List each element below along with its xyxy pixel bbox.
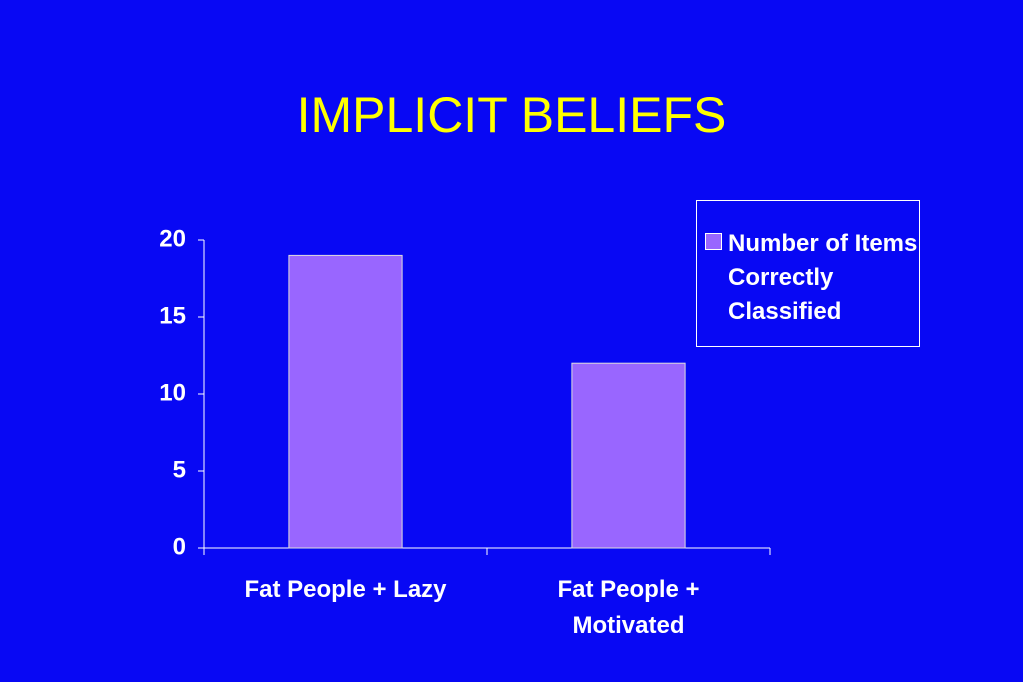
legend: Number of Items Correctly Classified: [696, 200, 920, 347]
legend-label: Number of Items Correctly Classified: [728, 230, 918, 325]
x-tick-label: Fat People + Motivated: [557, 576, 700, 639]
y-tick-label: 15: [159, 302, 186, 329]
y-tick-label: 0: [173, 533, 186, 560]
y-tick-label: 10: [159, 379, 186, 406]
x-tick-label: Fat People + Lazy: [244, 576, 447, 603]
y-tick-label: 5: [173, 456, 186, 483]
legend-swatch: [705, 233, 722, 250]
bar: [288, 254, 403, 549]
chart-title: IMPLICIT BELIEFS: [296, 87, 727, 143]
y-tick-label: 20: [159, 225, 186, 252]
bar: [571, 362, 686, 549]
